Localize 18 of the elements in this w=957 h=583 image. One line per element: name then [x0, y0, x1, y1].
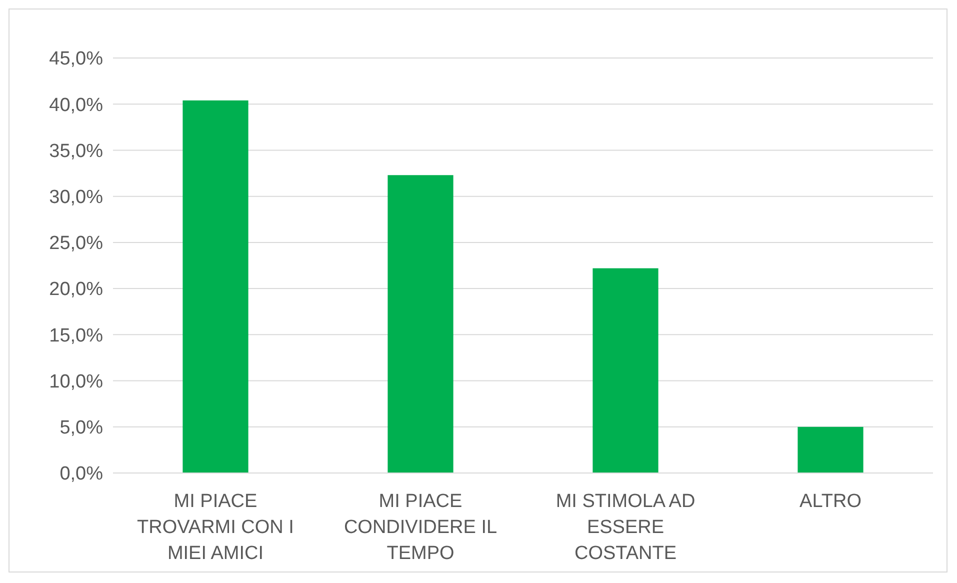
y-tick-label: 15,0%: [49, 325, 104, 346]
bar: [798, 426, 864, 473]
x-tick-label: MI STIMOLA AD ESSERE COSTANTE: [556, 491, 696, 564]
x-tick-label: MI PIACE TROVARMI CON I MIEI AMICI: [137, 491, 294, 564]
x-tick-label: MI PIACE CONDIVIDERE IL TEMPO: [344, 491, 498, 564]
y-tick-label: 35,0%: [49, 140, 104, 162]
y-tick-label: 40,0%: [49, 94, 104, 116]
bar: [388, 175, 454, 473]
y-tick-label: 30,0%: [49, 186, 104, 208]
y-tick-label: 0,0%: [60, 464, 104, 485]
x-tick-label: ALTRO: [800, 491, 862, 512]
y-tick-label: 10,0%: [49, 371, 104, 392]
y-tick-label: 45,0%: [49, 48, 104, 70]
bar: [592, 268, 658, 473]
y-tick-label: 20,0%: [49, 279, 104, 300]
y-tick-label: 25,0%: [49, 233, 104, 254]
bar: [182, 100, 248, 473]
y-tick-label: 5,0%: [60, 418, 104, 439]
